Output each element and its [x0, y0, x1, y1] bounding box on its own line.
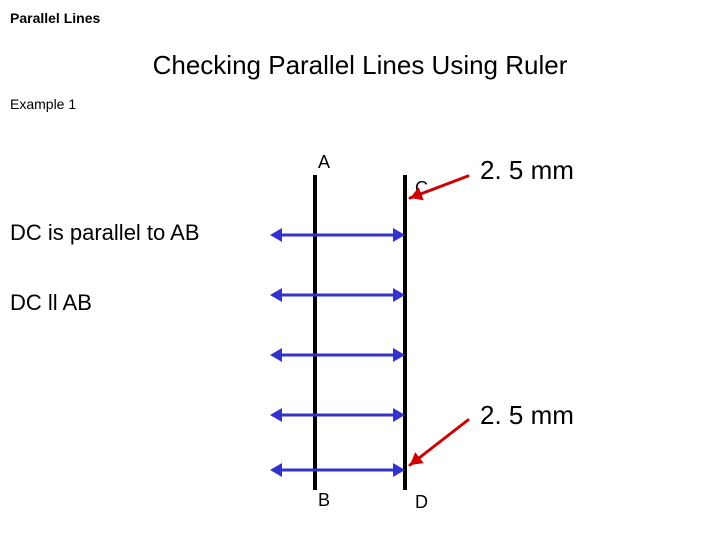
parallel-lines-diagram	[0, 0, 720, 540]
